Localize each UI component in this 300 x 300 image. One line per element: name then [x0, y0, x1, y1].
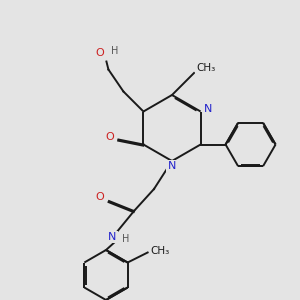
Text: H: H — [122, 234, 130, 244]
Text: H: H — [111, 46, 118, 56]
Text: N: N — [203, 104, 212, 115]
Text: N: N — [168, 161, 176, 171]
Text: O: O — [105, 133, 114, 142]
Text: N: N — [108, 232, 116, 242]
Text: CH₃: CH₃ — [196, 63, 216, 73]
Text: O: O — [96, 192, 104, 202]
Text: O: O — [95, 49, 104, 58]
Text: CH₃: CH₃ — [150, 245, 169, 256]
